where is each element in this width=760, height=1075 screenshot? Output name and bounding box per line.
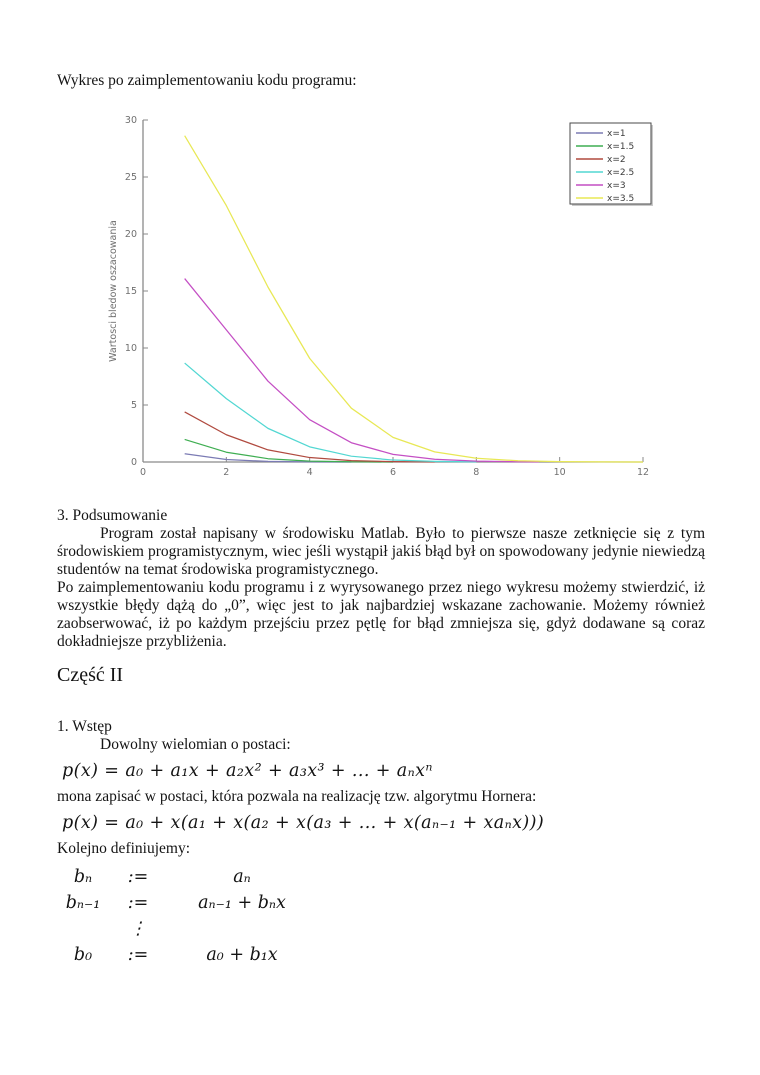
y-tick-label: 15: [125, 286, 137, 297]
x-tick-label: 12: [637, 467, 649, 478]
x-tick-label: 2: [223, 467, 229, 478]
series-line-x=3: [184, 278, 539, 463]
def-lhs: b₀: [73, 945, 93, 965]
def-lhs: bₙ₋₁: [65, 893, 101, 913]
x-tick-label: 0: [140, 467, 146, 478]
y-tick-label: 20: [125, 229, 137, 240]
def-rhs: aₙ₋₁ + bₙx: [198, 893, 286, 913]
part2-heading: Część II: [57, 664, 124, 686]
definitions-block: bₙ := aₙ bₙ₋₁ := aₙ₋₁ + bₙx ⋮ b₀ := a₀ +…: [57, 866, 705, 967]
y-tick-label: 30: [125, 115, 137, 126]
x-tick-label: 6: [390, 467, 396, 478]
legend-label: x=3: [607, 181, 626, 191]
polynomial-intro-line: Dowolny wielomian o postaci:: [100, 736, 291, 753]
summary-section: 3. Podsumowanie Program został napisany …: [57, 507, 705, 651]
legend-label: x=2.5: [607, 168, 634, 178]
chart-svg: 0 2 4 6 8 10 12 0 5 10 15 20 25 30 Wartosci bledow osz…: [108, 115, 653, 478]
series-line-x=2.5: [184, 362, 477, 463]
def-rhs: aₙ: [233, 867, 251, 887]
horner-formula: p(x) = a₀ + x(a₁ + x(a₂ + x(a₃ + ... + x…: [62, 813, 545, 833]
x-tick-label: 8: [473, 467, 479, 478]
legend-box: [569, 122, 652, 205]
y-tick-label: 10: [125, 343, 137, 354]
horner-intro-line: mona zapisać w postaci, która pozwala na…: [57, 788, 537, 805]
def-lhs: bₙ: [73, 867, 93, 887]
series-line-x=1.5: [184, 438, 394, 463]
summary-paragraph-1: Program został napisany w środowisku Mat…: [57, 525, 705, 578]
y-axis-label: Wartosci bledow oszacowania: [108, 220, 119, 362]
def-op: :=: [127, 867, 149, 887]
y-tick-label: 0: [131, 457, 137, 468]
def-op: :=: [127, 893, 149, 913]
polynomial-formula: p(x) = a₀ + a₁x + a₂x² + a₃x³ + ... + aₙ…: [62, 761, 433, 781]
x-tick-label: 4: [307, 467, 313, 478]
definitions-intro-line: Kolejno definiujemy:: [57, 840, 191, 857]
wstep-heading: 1. Wstęp: [57, 718, 112, 735]
series-line-x=2: [184, 411, 435, 463]
def-op: ⋮: [129, 919, 147, 939]
def-lhs: [57, 918, 109, 941]
matlab-chart: 0 2 4 6 8 10 12 0 5 10 15 20 25 30 Wartosci bledow osz…: [105, 110, 660, 490]
def-op: :=: [127, 945, 149, 965]
legend-label: x=3.5: [607, 194, 634, 204]
series-line-x=3.5: [184, 135, 644, 463]
legend-label: x=2: [607, 155, 626, 165]
summary-paragraph-2: Po zaimplementowaniu kodu programu i z w…: [57, 579, 705, 650]
x-tick-label: 10: [554, 467, 566, 478]
intro-line: Wykres po zaimplementowaniu kodu program…: [57, 72, 357, 89]
def-rhs: a₀ + b₁x: [206, 945, 278, 965]
legend-label: x=1.5: [607, 142, 634, 152]
y-tick-label: 5: [131, 400, 137, 411]
def-rhs: [167, 918, 317, 941]
y-tick-label: 25: [125, 172, 137, 183]
legend-label: x=1: [607, 129, 626, 139]
summary-heading: 3. Podsumowanie: [57, 507, 168, 524]
part2-section: Część II 1. Wstęp Dowolny wielomian o po…: [57, 663, 705, 967]
